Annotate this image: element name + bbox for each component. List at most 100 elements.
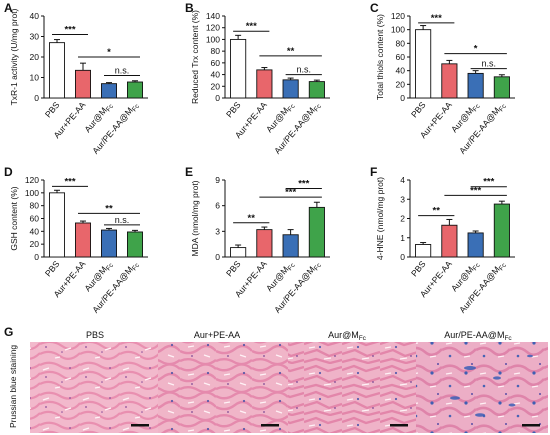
category-label-1-0: PBS xyxy=(224,100,243,120)
y-tick-label-0: 0 xyxy=(215,93,220,103)
y-axis-label: 4-HNE (nmol/mg prot) xyxy=(375,177,385,260)
category-label-5-0: PBS xyxy=(409,259,428,279)
y-tick-label-4: 80 xyxy=(30,201,40,211)
micrograph-pbs xyxy=(30,342,160,433)
significance-label-2: n.s. xyxy=(296,65,311,75)
y-tick-label-6: 120 xyxy=(206,23,220,33)
significance-label-1: * xyxy=(474,44,478,55)
y-tick-label-2: 40 xyxy=(396,66,406,76)
bar-d-1 xyxy=(75,222,91,258)
y-tick-label-4: 4 xyxy=(400,175,405,185)
y-tick-label-3: 60 xyxy=(30,214,40,224)
y-tick-label-1: 20 xyxy=(30,239,40,249)
scale-bar-aur-pe-aa-mfc xyxy=(522,424,540,427)
significance-label-0: *** xyxy=(431,13,442,24)
significance-label-2: *** xyxy=(298,179,309,190)
significance-label-2: n.s. xyxy=(115,215,130,225)
panel-letter-a: A xyxy=(4,1,13,15)
bar-c-2 xyxy=(467,72,484,99)
category-label-3-0: PBS xyxy=(43,259,62,279)
panel-letter-e: E xyxy=(185,165,193,179)
y-axis-label: MDA (nmol/mg prot) xyxy=(190,180,200,256)
panel-letter-c: C xyxy=(370,1,379,15)
micro-title-aur-mfc: Aur@MFc xyxy=(328,330,367,342)
y-tick-label-1: 20 xyxy=(396,79,406,89)
y-tick-label-2: 40 xyxy=(30,226,40,236)
micrograph-aur-mfc xyxy=(288,342,416,433)
significance-label-2: n.s. xyxy=(481,59,496,69)
y-tick-label-2: 6 xyxy=(215,201,220,211)
panel-letter-f: F xyxy=(370,165,377,179)
y-tick-label-0: 0 xyxy=(215,252,220,262)
scale-bar-pbs xyxy=(131,424,149,427)
micro-title-aur-pe-aa: Aur+PE-AA xyxy=(194,330,240,340)
y-tick-label-0: 0 xyxy=(400,252,405,262)
significance-label-0: *** xyxy=(64,176,75,187)
y-tick-label-3: 60 xyxy=(396,52,406,62)
y-tick-label-3: 30 xyxy=(30,32,40,42)
y-tick-label-4: 80 xyxy=(211,46,221,56)
y-tick-label-2: 2 xyxy=(400,214,405,224)
bar-b-3 xyxy=(308,81,325,99)
y-tick-label-5: 100 xyxy=(206,34,220,44)
category-label-0-0: PBS xyxy=(43,100,62,120)
bar-f-0 xyxy=(415,244,432,258)
category-label-4-0: PBS xyxy=(224,259,243,279)
bar-d-3 xyxy=(127,231,143,258)
bar-f-2 xyxy=(467,232,484,258)
chart-panel-c: C 0 20 40 60 80 100 120 Total thiols content (%)… xyxy=(370,1,515,156)
bar-a-0 xyxy=(49,42,65,99)
micrograph-aur-pe-aa-mfc xyxy=(416,342,548,433)
bar-d-2 xyxy=(101,229,117,258)
significance-label-0: ** xyxy=(433,206,441,217)
significance-label-1: *** xyxy=(470,185,481,196)
y-axis-label: TxR-1 activity (U/mg prot) xyxy=(9,8,19,105)
bar-c-1 xyxy=(441,63,458,99)
significance-label-2: *** xyxy=(483,177,494,188)
y-tick-label-6: 120 xyxy=(391,11,405,21)
y-tick-label-3: 60 xyxy=(211,58,221,68)
y-axis-label: Reduced Trx content (%) xyxy=(190,10,200,104)
scale-bar-aur-pe-aa xyxy=(261,424,279,427)
bar-e-3 xyxy=(308,206,325,258)
y-tick-label-1: 10 xyxy=(30,73,40,83)
bar-e-1 xyxy=(256,229,273,258)
micro-title-pbs: PBS xyxy=(86,330,104,340)
bar-d-0 xyxy=(49,192,65,258)
bar-e-2 xyxy=(282,234,299,258)
significance-label-1: *** xyxy=(285,187,296,198)
micro-title-aur-pe-aa-mfc: Aur/PE-AA@MFc xyxy=(444,330,512,342)
y-tick-label-3: 9 xyxy=(215,175,220,185)
y-tick-label-7: 140 xyxy=(206,11,220,21)
significance-label-1: ** xyxy=(105,203,113,214)
bar-c-0 xyxy=(415,29,432,99)
y-tick-label-0: 0 xyxy=(34,252,39,262)
y-tick-label-4: 80 xyxy=(396,38,406,48)
prussian-blue-deposits xyxy=(450,354,533,417)
panel-letter-d: D xyxy=(4,165,13,179)
bar-e-0 xyxy=(230,247,247,258)
significance-label-0: *** xyxy=(246,21,257,32)
bar-f-3 xyxy=(493,203,510,258)
bar-b-1 xyxy=(256,69,273,99)
bar-a-3 xyxy=(127,81,143,99)
y-tick-label-1: 3 xyxy=(215,226,220,236)
significance-label-1: * xyxy=(107,47,111,58)
bar-a-2 xyxy=(101,83,117,99)
y-tick-label-6: 120 xyxy=(25,175,39,185)
bar-c-3 xyxy=(493,76,510,99)
bar-f-1 xyxy=(441,224,458,258)
y-tick-label-1: 1 xyxy=(400,233,405,243)
y-tick-label-0: 0 xyxy=(400,93,405,103)
prussian-blue-label: Prussian blue staining xyxy=(8,345,18,428)
significance-label-2: n.s. xyxy=(115,65,130,75)
scale-bar-aur-mfc xyxy=(390,424,408,427)
y-tick-label-2: 20 xyxy=(30,52,40,62)
bar-a-1 xyxy=(75,69,91,99)
